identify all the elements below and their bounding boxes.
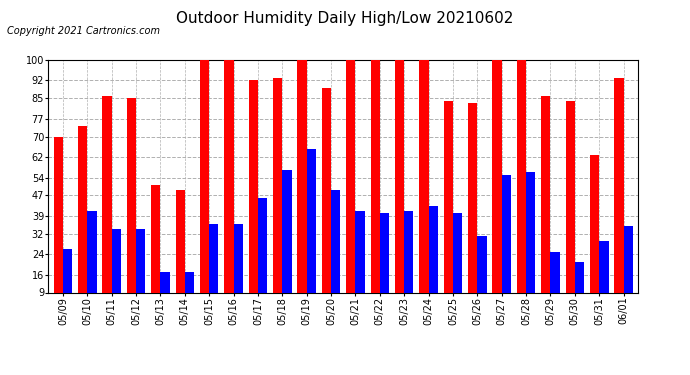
Bar <box>526 172 535 292</box>
Bar <box>78 126 88 292</box>
Bar <box>297 60 307 292</box>
Bar <box>428 206 438 292</box>
Bar <box>307 149 316 292</box>
Bar <box>175 190 185 292</box>
Bar <box>224 60 234 292</box>
Bar <box>566 101 575 292</box>
Bar <box>575 262 584 292</box>
Bar <box>551 252 560 292</box>
Bar <box>493 60 502 292</box>
Bar <box>371 60 380 292</box>
Bar <box>404 211 413 292</box>
Bar <box>380 213 389 292</box>
Bar <box>355 211 365 292</box>
Text: Copyright 2021 Cartronics.com: Copyright 2021 Cartronics.com <box>7 26 160 36</box>
Bar <box>127 98 136 292</box>
Bar <box>63 249 72 292</box>
Bar <box>112 229 121 292</box>
Bar <box>136 229 146 292</box>
Bar <box>185 272 194 292</box>
Bar <box>273 78 282 292</box>
Bar <box>258 198 267 292</box>
Bar <box>234 224 243 292</box>
Bar <box>502 175 511 292</box>
Bar <box>161 272 170 292</box>
Bar <box>541 96 551 292</box>
Bar <box>209 224 219 292</box>
Bar <box>444 101 453 292</box>
Bar <box>102 96 112 292</box>
Bar <box>453 213 462 292</box>
Bar <box>477 236 486 292</box>
Bar <box>624 226 633 292</box>
Bar <box>151 185 161 292</box>
Bar <box>88 211 97 292</box>
Bar <box>322 88 331 292</box>
Bar <box>468 104 477 292</box>
Bar <box>517 60 526 292</box>
Bar <box>282 170 292 292</box>
Bar <box>331 190 340 292</box>
Bar <box>614 78 624 292</box>
Bar <box>590 154 599 292</box>
Bar <box>599 242 609 292</box>
Bar <box>346 60 355 292</box>
Bar <box>420 60 428 292</box>
Bar <box>248 81 258 292</box>
Bar <box>54 136 63 292</box>
Bar <box>200 60 209 292</box>
Text: Outdoor Humidity Daily High/Low 20210602: Outdoor Humidity Daily High/Low 20210602 <box>177 11 513 26</box>
Bar <box>395 60 404 292</box>
